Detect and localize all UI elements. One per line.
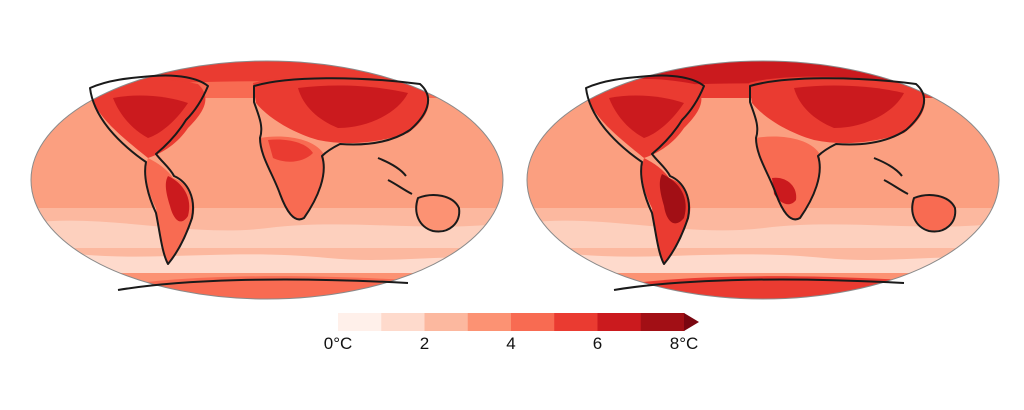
colorbar-bin-3 xyxy=(467,313,512,331)
colorbar-tick-label: 0°C xyxy=(323,334,353,353)
colorbar-extend-arrow xyxy=(684,313,699,331)
colorbar-legend: 0°C 2 4 6 8°C xyxy=(324,312,700,360)
colorbar-bin-1 xyxy=(381,313,425,331)
colorbar-tick-label: 2 xyxy=(419,334,430,353)
colorbar-bin-5 xyxy=(554,313,598,331)
colorbar-tick-label: 4 xyxy=(506,334,516,353)
colorbar-bin-0 xyxy=(338,313,382,331)
colorbar-tick-label: 6 xyxy=(592,334,603,353)
map-left-fill xyxy=(31,61,503,299)
map-left-coastlines xyxy=(89,74,461,291)
map-left-border xyxy=(30,60,504,300)
warming-map-left xyxy=(28,58,506,302)
map-right-border xyxy=(526,60,1000,300)
map-left-svg xyxy=(30,60,504,300)
colorbar-bin-7 xyxy=(640,313,685,331)
warming-map-right xyxy=(524,58,1002,302)
colorbar-bin-4 xyxy=(511,313,555,331)
map-right-coastlines xyxy=(585,74,957,291)
colorbar-bin-2 xyxy=(424,313,469,331)
colorbar-scale xyxy=(338,313,699,331)
map-right-fill xyxy=(527,61,999,299)
colorbar-tick-label: 8°C xyxy=(669,334,699,353)
colorbar-bin-6 xyxy=(597,313,642,331)
map-right-svg xyxy=(526,60,1000,300)
